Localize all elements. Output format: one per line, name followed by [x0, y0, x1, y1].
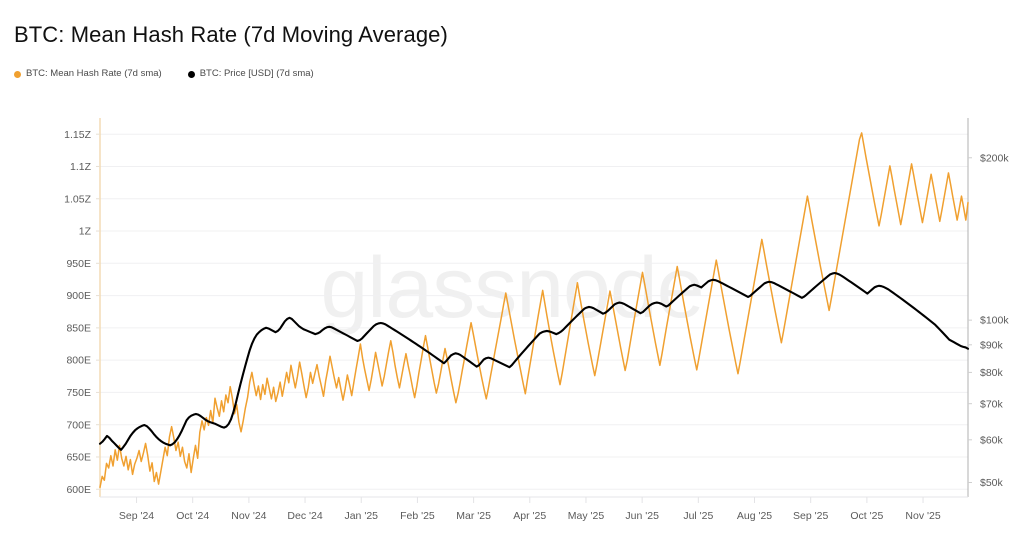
- y-left-tick-label: 650E: [66, 452, 91, 464]
- y-left-tick-label: 1.15Z: [64, 129, 91, 141]
- legend-dot-icon-hash-rate: [14, 70, 21, 78]
- x-tick-label: Dec '24: [287, 510, 322, 522]
- y-left-tick-label: 750E: [66, 387, 91, 399]
- y-left-tick-label: 1Z: [79, 226, 92, 238]
- y-left-tick-label: 600E: [66, 484, 91, 496]
- x-tick-label: Sep '25: [793, 510, 828, 522]
- x-tick-label: Nov '24: [231, 510, 266, 522]
- series-paths: [98, 132, 970, 489]
- y-left-tick-label: 1.1Z: [70, 161, 92, 173]
- legend-dot-icon-price: [187, 70, 195, 78]
- legend-label-price: BTC: Price [USD] (7d sma): [199, 68, 314, 80]
- tick-marks: [96, 133, 972, 503]
- x-tick-label: Oct '24: [176, 510, 209, 522]
- x-tick-label: Aug '25: [737, 510, 772, 522]
- axis-lines: [99, 118, 969, 498]
- y-right-tick-label: $200k: [980, 152, 1009, 164]
- series-line-price: [98, 271, 970, 451]
- y-right-tick-label: $100k: [980, 315, 1009, 327]
- y-left-tick-label: 800E: [66, 355, 91, 367]
- x-tick-label: Oct '25: [850, 510, 883, 522]
- legend-label-hash-rate: BTC: Mean Hash Rate (7d sma): [26, 68, 162, 80]
- x-tick-label: Jun '25: [625, 510, 659, 522]
- y-right-tick-label: $80k: [980, 367, 1004, 379]
- y-left-tick-label: 1.05Z: [64, 193, 91, 205]
- x-tick-label: Sep '24: [119, 510, 154, 522]
- chart-title: BTC: Mean Hash Rate (7d Moving Average): [14, 22, 448, 47]
- y-left-tick-label: 850E: [66, 322, 91, 334]
- y-axis-left-labels: 600E 650E 700E 750E 800E 850E 900E 950E 1Z 1.05Z 1…: [64, 129, 91, 496]
- legend-item-hash-rate[interactable]: BTC: Mean Hash Rate (7d sma): [14, 69, 162, 79]
- x-tick-label: Apr '25: [513, 510, 546, 522]
- y-right-tick-label: $90k: [980, 339, 1004, 351]
- x-tick-label: Jan '25: [344, 510, 378, 522]
- x-tick-label: May '25: [568, 510, 605, 522]
- legend-item-price[interactable]: BTC: Price [USD] (7d sma): [187, 68, 314, 80]
- y-left-tick-label: 700E: [66, 419, 91, 431]
- y-right-tick-label: $60k: [980, 434, 1004, 446]
- gridlines: [100, 133, 968, 490]
- x-tick-label: Jul '25: [683, 510, 713, 522]
- series-line-hash-rate: [99, 132, 969, 489]
- y-axis-right-labels: $50k $60k $70k $80k $90k $100k $200k: [980, 152, 1009, 489]
- y-right-tick-label: $70k: [980, 398, 1004, 410]
- chart-legend: BTC: Mean Hash Rate (7d sma) BTC: Price …: [14, 66, 314, 82]
- x-tick-label: Nov '25: [905, 510, 940, 522]
- y-left-tick-label: 950E: [66, 258, 91, 270]
- x-axis-labels: Sep '24 Oct '24 Nov '24 Dec '24 Jan '25 Feb '…: [119, 510, 941, 522]
- x-tick-label: Feb '25: [400, 510, 435, 522]
- y-right-tick-label: $50k: [980, 477, 1004, 489]
- y-left-tick-label: 900E: [66, 290, 91, 302]
- x-tick-label: Mar '25: [456, 510, 491, 522]
